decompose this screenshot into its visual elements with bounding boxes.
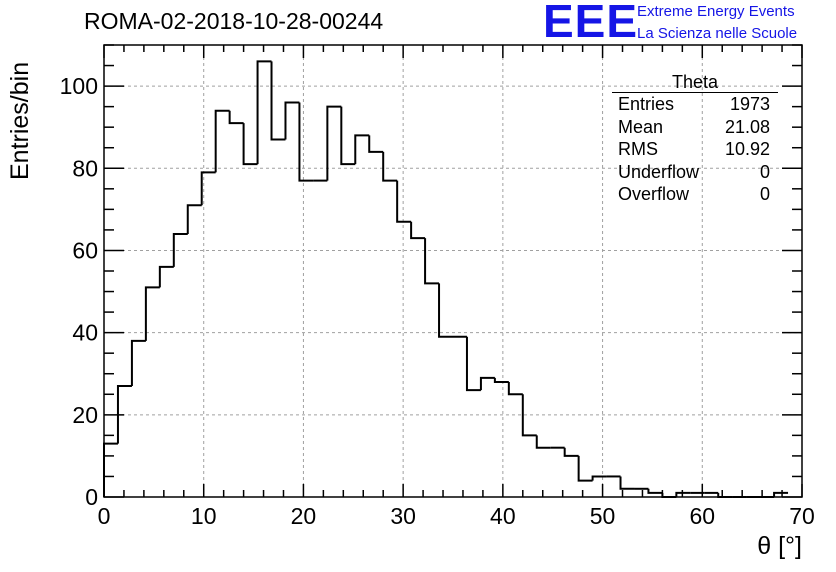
y-tick-label: 40	[72, 320, 98, 346]
y-tick-label: 20	[72, 402, 98, 428]
histogram-bin	[382, 151, 398, 182]
histogram-bin	[354, 134, 370, 165]
stats-box: Theta Entries 1973 Mean 21.08 RMS 10.92 …	[608, 72, 778, 206]
x-tick-label: 50	[590, 503, 616, 529]
histogram-bin	[144, 286, 160, 341]
histogram-bin	[214, 109, 230, 173]
x-tick-label: 70	[789, 503, 815, 529]
stats-label: Underflow	[618, 161, 700, 182]
stats-row-mean: Mean 21.08	[608, 116, 778, 139]
histogram-series	[103, 60, 789, 498]
histogram-bin	[410, 221, 426, 240]
stats-label: Mean	[618, 116, 664, 137]
x-tick-label: 10	[191, 503, 217, 529]
histogram-bin	[507, 381, 523, 396]
y-axis-label: Entries/bin	[6, 61, 34, 180]
x-tick-label: 20	[291, 503, 317, 529]
histogram-bin	[675, 491, 691, 497]
histogram-bin	[577, 455, 593, 482]
stats-value: 0	[759, 161, 770, 182]
histogram-bin	[340, 106, 356, 166]
histogram-bin	[396, 180, 412, 223]
histogram-bin	[521, 394, 537, 437]
stats-title: Theta	[612, 72, 778, 93]
histogram-bin	[158, 265, 174, 288]
stats-value: 1973	[729, 94, 770, 114]
histogram-bin	[479, 376, 495, 391]
histogram-bin	[242, 123, 258, 166]
histogram-bin	[200, 171, 216, 206]
grid-lines	[104, 45, 802, 497]
stats-value: 21.08	[724, 116, 770, 137]
histogram-bin	[172, 233, 188, 267]
histogram-bin	[591, 475, 607, 481]
stats-label: Entries	[618, 94, 675, 114]
histogram-bin	[773, 491, 789, 497]
histogram-bin	[130, 339, 146, 387]
chart-title: ROMA-02-2018-10-28-00244	[84, 8, 384, 34]
stats-row-rms: RMS 10.92	[608, 138, 778, 161]
stats-row-overflow: Overflow 0	[608, 183, 778, 206]
y-tick-label: 60	[72, 237, 98, 263]
histogram-bin	[298, 102, 314, 182]
histogram-bin	[647, 488, 663, 494]
x-tick-label: 30	[390, 503, 416, 529]
histogram-bin	[535, 435, 551, 449]
histogram-bin	[256, 60, 272, 165]
axis-ticks	[103, 44, 803, 498]
x-tick-label: 40	[490, 503, 516, 529]
histogram-bin	[270, 61, 286, 141]
x-axis-label: θ [°]	[757, 532, 802, 560]
histogram-bin	[326, 105, 342, 181]
stats-label: Overflow	[618, 184, 690, 204]
y-tick-label: 100	[60, 73, 98, 99]
stats-row-underflow: Underflow 0	[608, 161, 778, 184]
x-tick-label: 60	[689, 503, 715, 529]
eee-logo: EEE	[543, 0, 639, 47]
stats-value: 0	[759, 184, 770, 204]
axis-tick-labels: 0 10 20 30 40 50 60 70 0 20 40 60 80 100	[60, 73, 815, 529]
logo-text-line1: Extreme Energy Events	[637, 3, 795, 20]
histogram-bin	[116, 385, 132, 444]
histogram-bin	[493, 377, 509, 383]
histogram-bin	[103, 442, 118, 497]
histogram-bin	[284, 101, 300, 140]
histogram-bin	[424, 238, 440, 285]
histogram-bin	[465, 336, 481, 392]
histogram-bin	[228, 110, 244, 125]
stats-value: 10.92	[724, 139, 770, 159]
stats-row-entries: Entries 1973	[608, 93, 778, 116]
logo-text-line2: La Scienza nelle Scuole	[637, 25, 798, 42]
histogram-bin	[368, 135, 384, 153]
histogram-bin	[619, 476, 635, 490]
histogram-bin	[186, 204, 202, 235]
histogram-bin	[563, 447, 579, 457]
x-tick-label: 0	[98, 503, 111, 529]
stats-label: RMS	[618, 139, 658, 159]
y-tick-label: 80	[72, 155, 98, 181]
histogram-bin	[438, 283, 453, 338]
y-tick-label: 0	[85, 484, 98, 510]
